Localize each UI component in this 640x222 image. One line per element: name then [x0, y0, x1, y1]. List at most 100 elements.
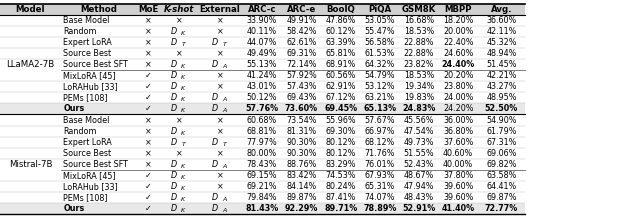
- Text: ARC-e: ARC-e: [287, 5, 316, 14]
- Text: ✓: ✓: [145, 204, 152, 213]
- Text: 81.43%: 81.43%: [245, 204, 278, 213]
- Text: 18.53%: 18.53%: [404, 27, 434, 36]
- Text: 72.77%: 72.77%: [485, 204, 518, 213]
- Text: LoRAHub [33]: LoRAHub [33]: [63, 182, 118, 191]
- Text: ×: ×: [216, 127, 223, 136]
- Text: 41.24%: 41.24%: [246, 71, 277, 80]
- Text: 69.82%: 69.82%: [486, 160, 516, 169]
- Text: 39.60%: 39.60%: [443, 193, 474, 202]
- Text: K: K: [181, 64, 186, 69]
- Text: 20.20%: 20.20%: [443, 71, 474, 80]
- Text: 42.21%: 42.21%: [486, 71, 516, 80]
- Text: 43.27%: 43.27%: [486, 82, 516, 91]
- Text: 80.24%: 80.24%: [326, 182, 356, 191]
- Text: 65.81%: 65.81%: [326, 49, 356, 58]
- Text: 48.67%: 48.67%: [404, 171, 434, 180]
- Text: External: External: [200, 5, 240, 14]
- Text: ×: ×: [175, 116, 182, 125]
- Text: D: D: [171, 138, 177, 147]
- Text: 65.13%: 65.13%: [364, 104, 396, 113]
- Text: A: A: [222, 108, 227, 113]
- Text: 62.61%: 62.61%: [286, 38, 317, 47]
- Text: 36.80%: 36.80%: [443, 127, 474, 136]
- Text: 67.93%: 67.93%: [365, 171, 395, 180]
- Text: Source Best: Source Best: [63, 49, 111, 58]
- Text: D: D: [171, 71, 177, 80]
- Text: 64.41%: 64.41%: [486, 182, 516, 191]
- Text: PEMs [108]: PEMs [108]: [63, 193, 108, 202]
- Text: D: D: [212, 204, 218, 213]
- Text: ×: ×: [216, 27, 223, 36]
- Text: T: T: [222, 42, 227, 47]
- Text: 61.79%: 61.79%: [486, 127, 516, 136]
- Text: 69.31%: 69.31%: [286, 49, 317, 58]
- Text: ✓: ✓: [145, 82, 152, 91]
- Text: ×: ×: [145, 149, 152, 158]
- Text: 47.54%: 47.54%: [404, 127, 434, 136]
- Text: 88.76%: 88.76%: [286, 160, 317, 169]
- Text: Ours: Ours: [63, 204, 84, 213]
- Text: 42.11%: 42.11%: [486, 27, 516, 36]
- Text: 53.05%: 53.05%: [365, 16, 395, 25]
- Text: D: D: [171, 38, 177, 47]
- Text: 22.88%: 22.88%: [404, 38, 434, 47]
- Text: 83.42%: 83.42%: [286, 171, 317, 180]
- Text: 87.41%: 87.41%: [326, 193, 356, 202]
- Text: 45.32%: 45.32%: [486, 38, 516, 47]
- Text: 22.40%: 22.40%: [443, 38, 474, 47]
- Text: 48.43%: 48.43%: [404, 193, 434, 202]
- Text: 50.12%: 50.12%: [246, 93, 277, 102]
- Text: 16.68%: 16.68%: [404, 16, 434, 25]
- Text: 62.91%: 62.91%: [326, 82, 356, 91]
- Text: ×: ×: [216, 171, 223, 180]
- Text: ✓: ✓: [145, 171, 152, 180]
- Text: 36.60%: 36.60%: [486, 16, 516, 25]
- Text: Source Best SFT: Source Best SFT: [63, 60, 128, 69]
- Text: D: D: [212, 193, 218, 202]
- Text: 19.34%: 19.34%: [404, 82, 434, 91]
- Text: 63.58%: 63.58%: [486, 171, 516, 180]
- Text: ✓: ✓: [145, 71, 152, 80]
- Text: 76.01%: 76.01%: [365, 160, 395, 169]
- Text: Source Best: Source Best: [63, 149, 111, 158]
- Text: D: D: [171, 204, 177, 213]
- Text: 73.60%: 73.60%: [285, 104, 318, 113]
- Text: 89.87%: 89.87%: [286, 193, 317, 202]
- Text: K: K: [181, 31, 186, 36]
- Text: 55.13%: 55.13%: [246, 60, 277, 69]
- Text: 52.50%: 52.50%: [485, 104, 518, 113]
- Text: 60.12%: 60.12%: [326, 27, 356, 36]
- Text: K: K: [181, 164, 186, 169]
- Text: 66.97%: 66.97%: [365, 127, 395, 136]
- Text: 48.94%: 48.94%: [486, 49, 516, 58]
- Text: ×: ×: [145, 38, 152, 47]
- Text: 56.58%: 56.58%: [365, 38, 395, 47]
- Text: 63.39%: 63.39%: [326, 38, 356, 47]
- Text: 74.53%: 74.53%: [326, 171, 356, 180]
- Bar: [0, 103, 525, 114]
- Text: ARC-c: ARC-c: [248, 5, 276, 14]
- Text: ×: ×: [175, 149, 182, 158]
- Text: Ours: Ours: [63, 104, 84, 113]
- Text: 39.60%: 39.60%: [443, 182, 474, 191]
- Text: MixLoRA [45]: MixLoRA [45]: [63, 71, 116, 80]
- Text: 24.60%: 24.60%: [443, 49, 474, 58]
- Text: ×: ×: [145, 60, 152, 69]
- Text: 80.12%: 80.12%: [326, 138, 356, 147]
- Text: Expert LoRA: Expert LoRA: [63, 138, 112, 147]
- Text: K: K: [181, 197, 186, 202]
- Text: 84.14%: 84.14%: [286, 182, 317, 191]
- Text: ×: ×: [216, 16, 223, 25]
- Text: 69.45%: 69.45%: [324, 104, 357, 113]
- Text: K-shot: K-shot: [164, 5, 194, 14]
- Text: D: D: [212, 60, 218, 69]
- Text: GSM8K: GSM8K: [402, 5, 436, 14]
- Text: 52.43%: 52.43%: [404, 160, 434, 169]
- Text: 81.31%: 81.31%: [286, 127, 317, 136]
- Text: 22.88%: 22.88%: [404, 49, 434, 58]
- Text: Method: Method: [80, 5, 117, 14]
- Text: 67.31%: 67.31%: [486, 138, 516, 147]
- Text: 43.01%: 43.01%: [246, 82, 277, 91]
- Text: 52.91%: 52.91%: [403, 204, 435, 213]
- Text: 36.00%: 36.00%: [443, 116, 474, 125]
